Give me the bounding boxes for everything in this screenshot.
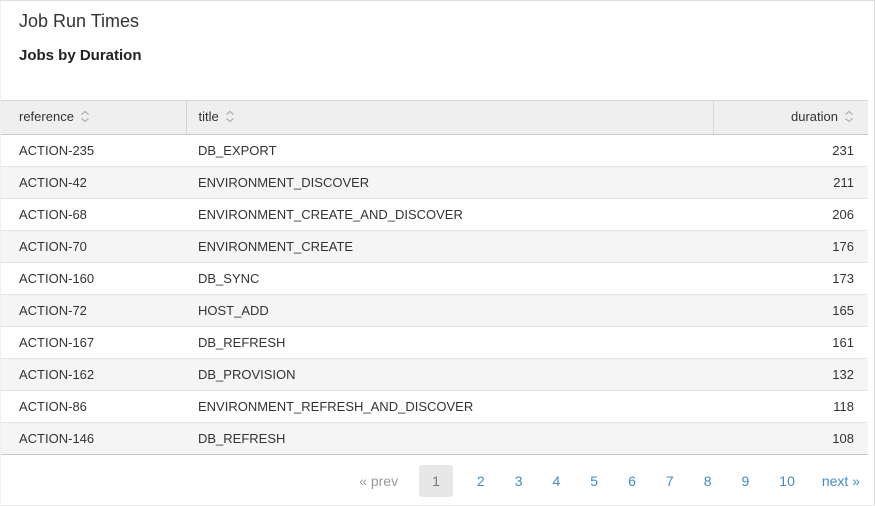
column-header-title[interactable]: title xyxy=(185,100,713,135)
pagination-page-link[interactable]: 1 xyxy=(419,465,453,497)
cell-reference: ACTION-162 xyxy=(1,358,186,391)
cell-duration: 231 xyxy=(832,143,854,158)
table-header-row: reference title duration xyxy=(1,100,868,135)
cell-duration: 176 xyxy=(713,230,868,263)
table-row: ACTION-160 DB_SYNC 173 xyxy=(1,262,868,295)
cell-title: DB_PROVISION xyxy=(186,358,713,391)
cell-duration: 132 xyxy=(713,358,868,391)
table-row: ACTION-72 HOST_ADD 165 xyxy=(1,294,868,327)
cell-reference: ACTION-70 xyxy=(1,230,186,263)
cell-reference: ACTION-42 xyxy=(1,166,186,199)
pagination-page-link[interactable]: 10 xyxy=(779,473,795,489)
cell-duration: 108 xyxy=(713,422,868,455)
pagination-page-link[interactable]: 4 xyxy=(552,473,561,489)
jobs-table-wrap: reference title duration ACTION-235 DB_E… xyxy=(1,100,868,455)
cell-title: DB_SYNC xyxy=(186,262,713,295)
cell-duration: 165 xyxy=(713,294,868,327)
pagination-page-link[interactable]: 3 xyxy=(514,473,523,489)
cell-duration: 161 xyxy=(713,326,868,359)
pagination-page-link[interactable]: 6 xyxy=(628,473,636,489)
cell-reference: ACTION-72 xyxy=(1,294,186,327)
column-header-title-label: title xyxy=(198,109,219,124)
cell-title: ENVIRONMENT_CREATE xyxy=(186,230,713,263)
table-row: ACTION-70 ENVIRONMENT_CREATE 176 xyxy=(1,230,868,263)
pagination: « prev 1 2 3 4 5 6 7 8 9 10 next » xyxy=(1,465,860,497)
table-row: ACTION-235 DB_EXPORT 231 xyxy=(1,135,868,167)
jobs-table: reference title duration ACTION-235 DB_E… xyxy=(1,100,868,455)
pagination-page-link[interactable]: 9 xyxy=(741,473,750,489)
pagination-page-link[interactable]: 8 xyxy=(703,473,712,489)
cell-reference: ACTION-86 xyxy=(1,390,186,423)
column-header-duration-label: duration xyxy=(791,109,838,124)
pagination-page-link[interactable]: 5 xyxy=(590,473,599,489)
table-row: ACTION-146 DB_REFRESH 108 xyxy=(1,422,868,455)
pagination-next-link[interactable]: next » xyxy=(821,473,860,489)
cell-title: DB_REFRESH xyxy=(186,326,713,359)
table-row: ACTION-162 DB_PROVISION 132 xyxy=(1,358,868,391)
table-row: ACTION-42 ENVIRONMENT_DISCOVER 211 xyxy=(1,166,868,199)
cell-reference: ACTION-160 xyxy=(1,262,186,295)
cell-title: ENVIRONMENT_REFRESH_AND_DISCOVER xyxy=(186,390,713,423)
cell-title: DB_REFRESH xyxy=(186,422,713,455)
cell-reference: ACTION-146 xyxy=(1,422,186,455)
column-header-duration[interactable]: duration xyxy=(712,100,868,135)
pagination-page-link[interactable]: 7 xyxy=(665,473,674,489)
cell-duration: 173 xyxy=(713,262,868,295)
table-row: ACTION-167 DB_REFRESH 161 xyxy=(1,326,868,359)
column-header-reference[interactable]: reference xyxy=(1,100,186,135)
sort-updown-icon xyxy=(225,110,235,126)
page-title: Job Run Times xyxy=(19,11,140,31)
sort-updown-icon xyxy=(844,110,854,126)
sort-updown-icon xyxy=(80,110,90,126)
cell-title: ENVIRONMENT_CREATE_AND_DISCOVER xyxy=(186,198,713,231)
cell-title: HOST_ADD xyxy=(186,294,713,327)
widget-title: Jobs by Duration xyxy=(19,47,142,64)
cell-duration: 211 xyxy=(713,166,868,199)
pagination-prev-link[interactable]: « prev xyxy=(359,473,399,489)
cell-duration: 206 xyxy=(713,198,868,231)
cell-title: ENVIRONMENT_DISCOVER xyxy=(186,166,713,199)
column-header-reference-label: reference xyxy=(19,109,74,124)
pagination-pages: 1 2 3 4 5 6 7 8 9 10 xyxy=(410,465,810,497)
cell-reference: ACTION-167 xyxy=(1,326,186,359)
table-row: ACTION-68 ENVIRONMENT_CREATE_AND_DISCOVE… xyxy=(1,198,868,231)
pagination-page-link[interactable]: 2 xyxy=(476,473,485,489)
cell-reference: ACTION-235 xyxy=(19,143,95,158)
table-body: ACTION-235 DB_EXPORT 231 ACTION-42 ENVIR… xyxy=(1,135,868,455)
table-row: ACTION-86 ENVIRONMENT_REFRESH_AND_DISCOV… xyxy=(1,390,868,423)
cell-duration: 118 xyxy=(713,390,868,423)
cell-title: DB_EXPORT xyxy=(198,143,277,158)
cell-reference: ACTION-68 xyxy=(1,198,186,231)
